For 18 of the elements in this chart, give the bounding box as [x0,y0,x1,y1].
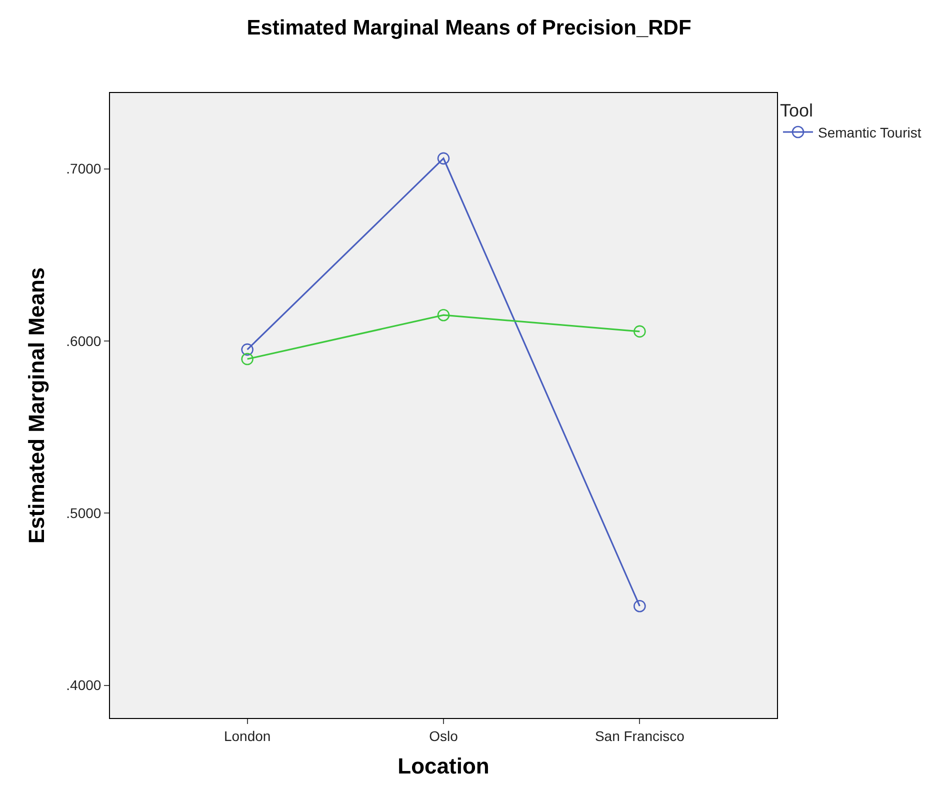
x-tick-label: London [224,728,271,744]
x-tick-label: Oslo [429,728,458,744]
point [437,308,450,322]
point [634,325,646,338]
y-axis-title: Estimated Marginal Means [24,267,49,544]
x-axis-title: Location [398,754,490,779]
x-tick-label: San Francisco [594,728,685,744]
legend-label: Semantic Tourist [818,124,922,140]
chart-title: Estimated Marginal Means of Precision_RDF [246,16,692,40]
point [437,152,450,165]
y-tick-label: .5000 [66,505,102,522]
point [634,600,646,612]
legend-title: Tool [780,100,814,120]
point [241,352,254,366]
point [241,343,254,356]
y-tick-label: .7000 [66,160,102,177]
y-tick-label: .6000 [66,332,102,349]
y-tick-label: .4000 [66,677,102,694]
